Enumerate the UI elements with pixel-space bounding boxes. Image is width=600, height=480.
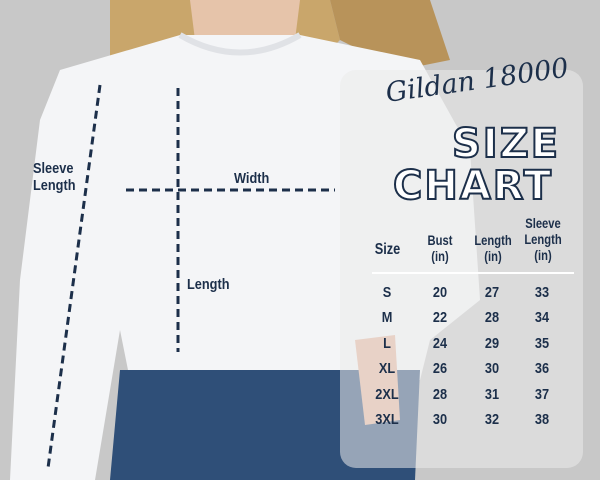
measurement-cell: 28	[432, 385, 448, 403]
size-chart-panel	[340, 70, 583, 468]
sleeve-length-label: Sleeve Length	[33, 160, 76, 194]
measurement-cell: 36	[534, 360, 550, 378]
measurement-cell: 22	[432, 309, 448, 327]
size-cell: 2XL	[375, 385, 399, 403]
header-length: Length (in)	[474, 232, 512, 264]
measurement-cell: 26	[432, 360, 448, 378]
measurement-cell: 35	[534, 334, 550, 352]
measurement-cell: 31	[484, 385, 500, 403]
measurement-cell: 30	[484, 360, 500, 378]
width-label: Width	[234, 170, 270, 187]
chart-title: CHART	[392, 163, 554, 209]
size-cell: XL	[378, 360, 396, 378]
size-cell: S	[382, 284, 392, 301]
header-size: Size	[374, 241, 401, 258]
measurement-cell: 28	[484, 309, 500, 327]
measurement-cell: 38	[534, 411, 550, 428]
measurement-cell: 20	[432, 284, 448, 301]
measurement-cell: 34	[534, 309, 550, 327]
measurement-cell: 24	[432, 334, 448, 352]
header-divider	[372, 272, 574, 274]
size-cell: L	[383, 334, 391, 352]
size-title: SIZE	[451, 121, 561, 167]
length-label: Length	[187, 276, 230, 293]
measurement-cell: 27	[484, 284, 500, 301]
size-cell: 3XL	[375, 411, 399, 428]
measurement-cell: 37	[534, 385, 550, 403]
header-sleeve-length: Sleeve Length (in)	[524, 215, 562, 263]
size-cell: M	[381, 309, 393, 327]
measurement-cell: 32	[484, 411, 500, 428]
measurement-cell: 33	[534, 284, 550, 301]
measurement-cell: 29	[484, 334, 500, 352]
header-bust: Bust (in)	[427, 232, 453, 264]
measurement-cell: 30	[432, 411, 448, 428]
